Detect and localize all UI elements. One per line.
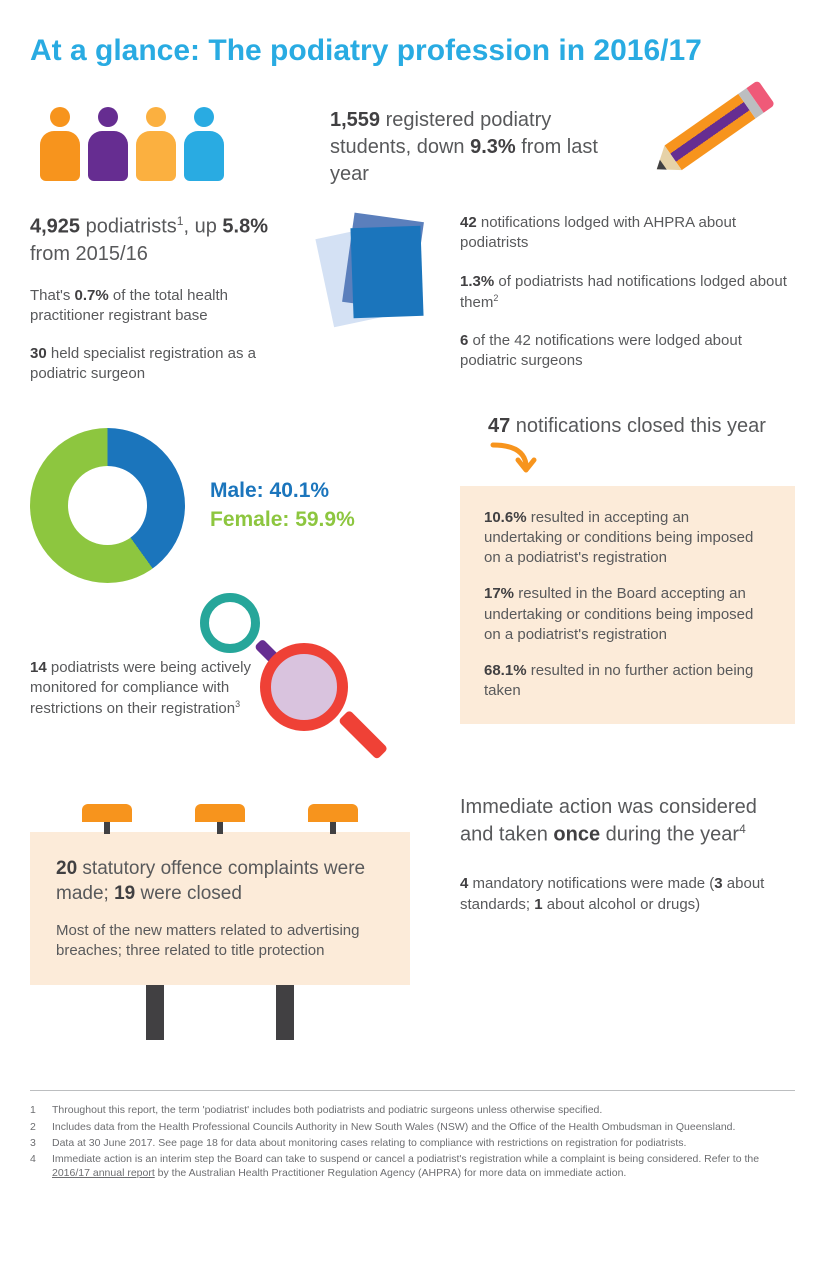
page-title: At a glance: The podiatry profession in … [30, 30, 795, 72]
statutory-detail: Most of the new matters related to adver… [56, 921, 384, 962]
closed-item-1: 10.6% resulted in accepting an undertaki… [484, 508, 771, 569]
notifications-lodged: 42 notifications lodged with AHPRA about… [460, 213, 795, 254]
gender-donut-chart [30, 428, 185, 583]
pencil-icon [648, 82, 772, 181]
notifications-surgeons: 6 of the 42 notifications were lodged ab… [460, 331, 795, 372]
billboard-leg [146, 985, 164, 1040]
person-icon [184, 107, 224, 187]
closed-item-2: 17% resulted in the Board accepting an u… [484, 584, 771, 645]
female-label: Female: 59.9% [210, 505, 355, 534]
podiatrists-stat: 4,925 podiatrists1, up 5.8% from 2015/16 [30, 213, 290, 268]
statutory-stat: 20 statutory offence complaints were mad… [56, 856, 384, 907]
billboard-leg [276, 985, 294, 1040]
immediate-action-stat: Immediate action was considered and take… [460, 794, 795, 849]
footnotes: 1Throughout this report, the term 'podia… [30, 1090, 795, 1180]
person-icon [40, 107, 80, 187]
person-icon [88, 107, 128, 187]
person-icon [136, 107, 176, 187]
male-label: Male: 40.1% [210, 476, 355, 505]
footnote-1: 1Throughout this report, the term 'podia… [30, 1103, 795, 1117]
students-count: 1,559 [330, 109, 380, 131]
lamp-icon [195, 804, 245, 832]
notifications-pct: 1.3% of podiatrists had notifications lo… [460, 272, 795, 314]
footnote-2: 2Includes data from the Health Professio… [30, 1120, 795, 1134]
people-icon-row [40, 107, 330, 187]
footnote-4: 4Immediate action is an interim step the… [30, 1152, 795, 1180]
podiatrists-specialist: 30 held specialist registration as a pod… [30, 344, 290, 385]
billboard-icon: 20 statutory offence complaints were mad… [30, 804, 410, 1041]
podiatrists-share: That's 0.7% of the total health practiti… [30, 286, 290, 327]
arrow-icon [488, 440, 538, 478]
lamp-icon [82, 804, 132, 832]
closed-heading: 47 notifications closed this year [460, 413, 795, 478]
lamp-icon [308, 804, 358, 832]
footnote-3: 3Data at 30 June 2017. See page 18 for d… [30, 1136, 795, 1150]
mandatory-stat: 4 mandatory notifications were made (3 a… [460, 874, 795, 915]
magnifying-glasses-icon [180, 593, 380, 773]
closed-item-3: 68.1% resulted in no further action bein… [484, 661, 771, 702]
students-stat: 1,559 registered podiatry students, down… [330, 107, 635, 188]
annual-report-link[interactable]: 2016/17 annual report [52, 1167, 155, 1179]
closed-notifications-box: 10.6% resulted in accepting an undertaki… [460, 486, 795, 724]
papers-icon [320, 213, 430, 323]
